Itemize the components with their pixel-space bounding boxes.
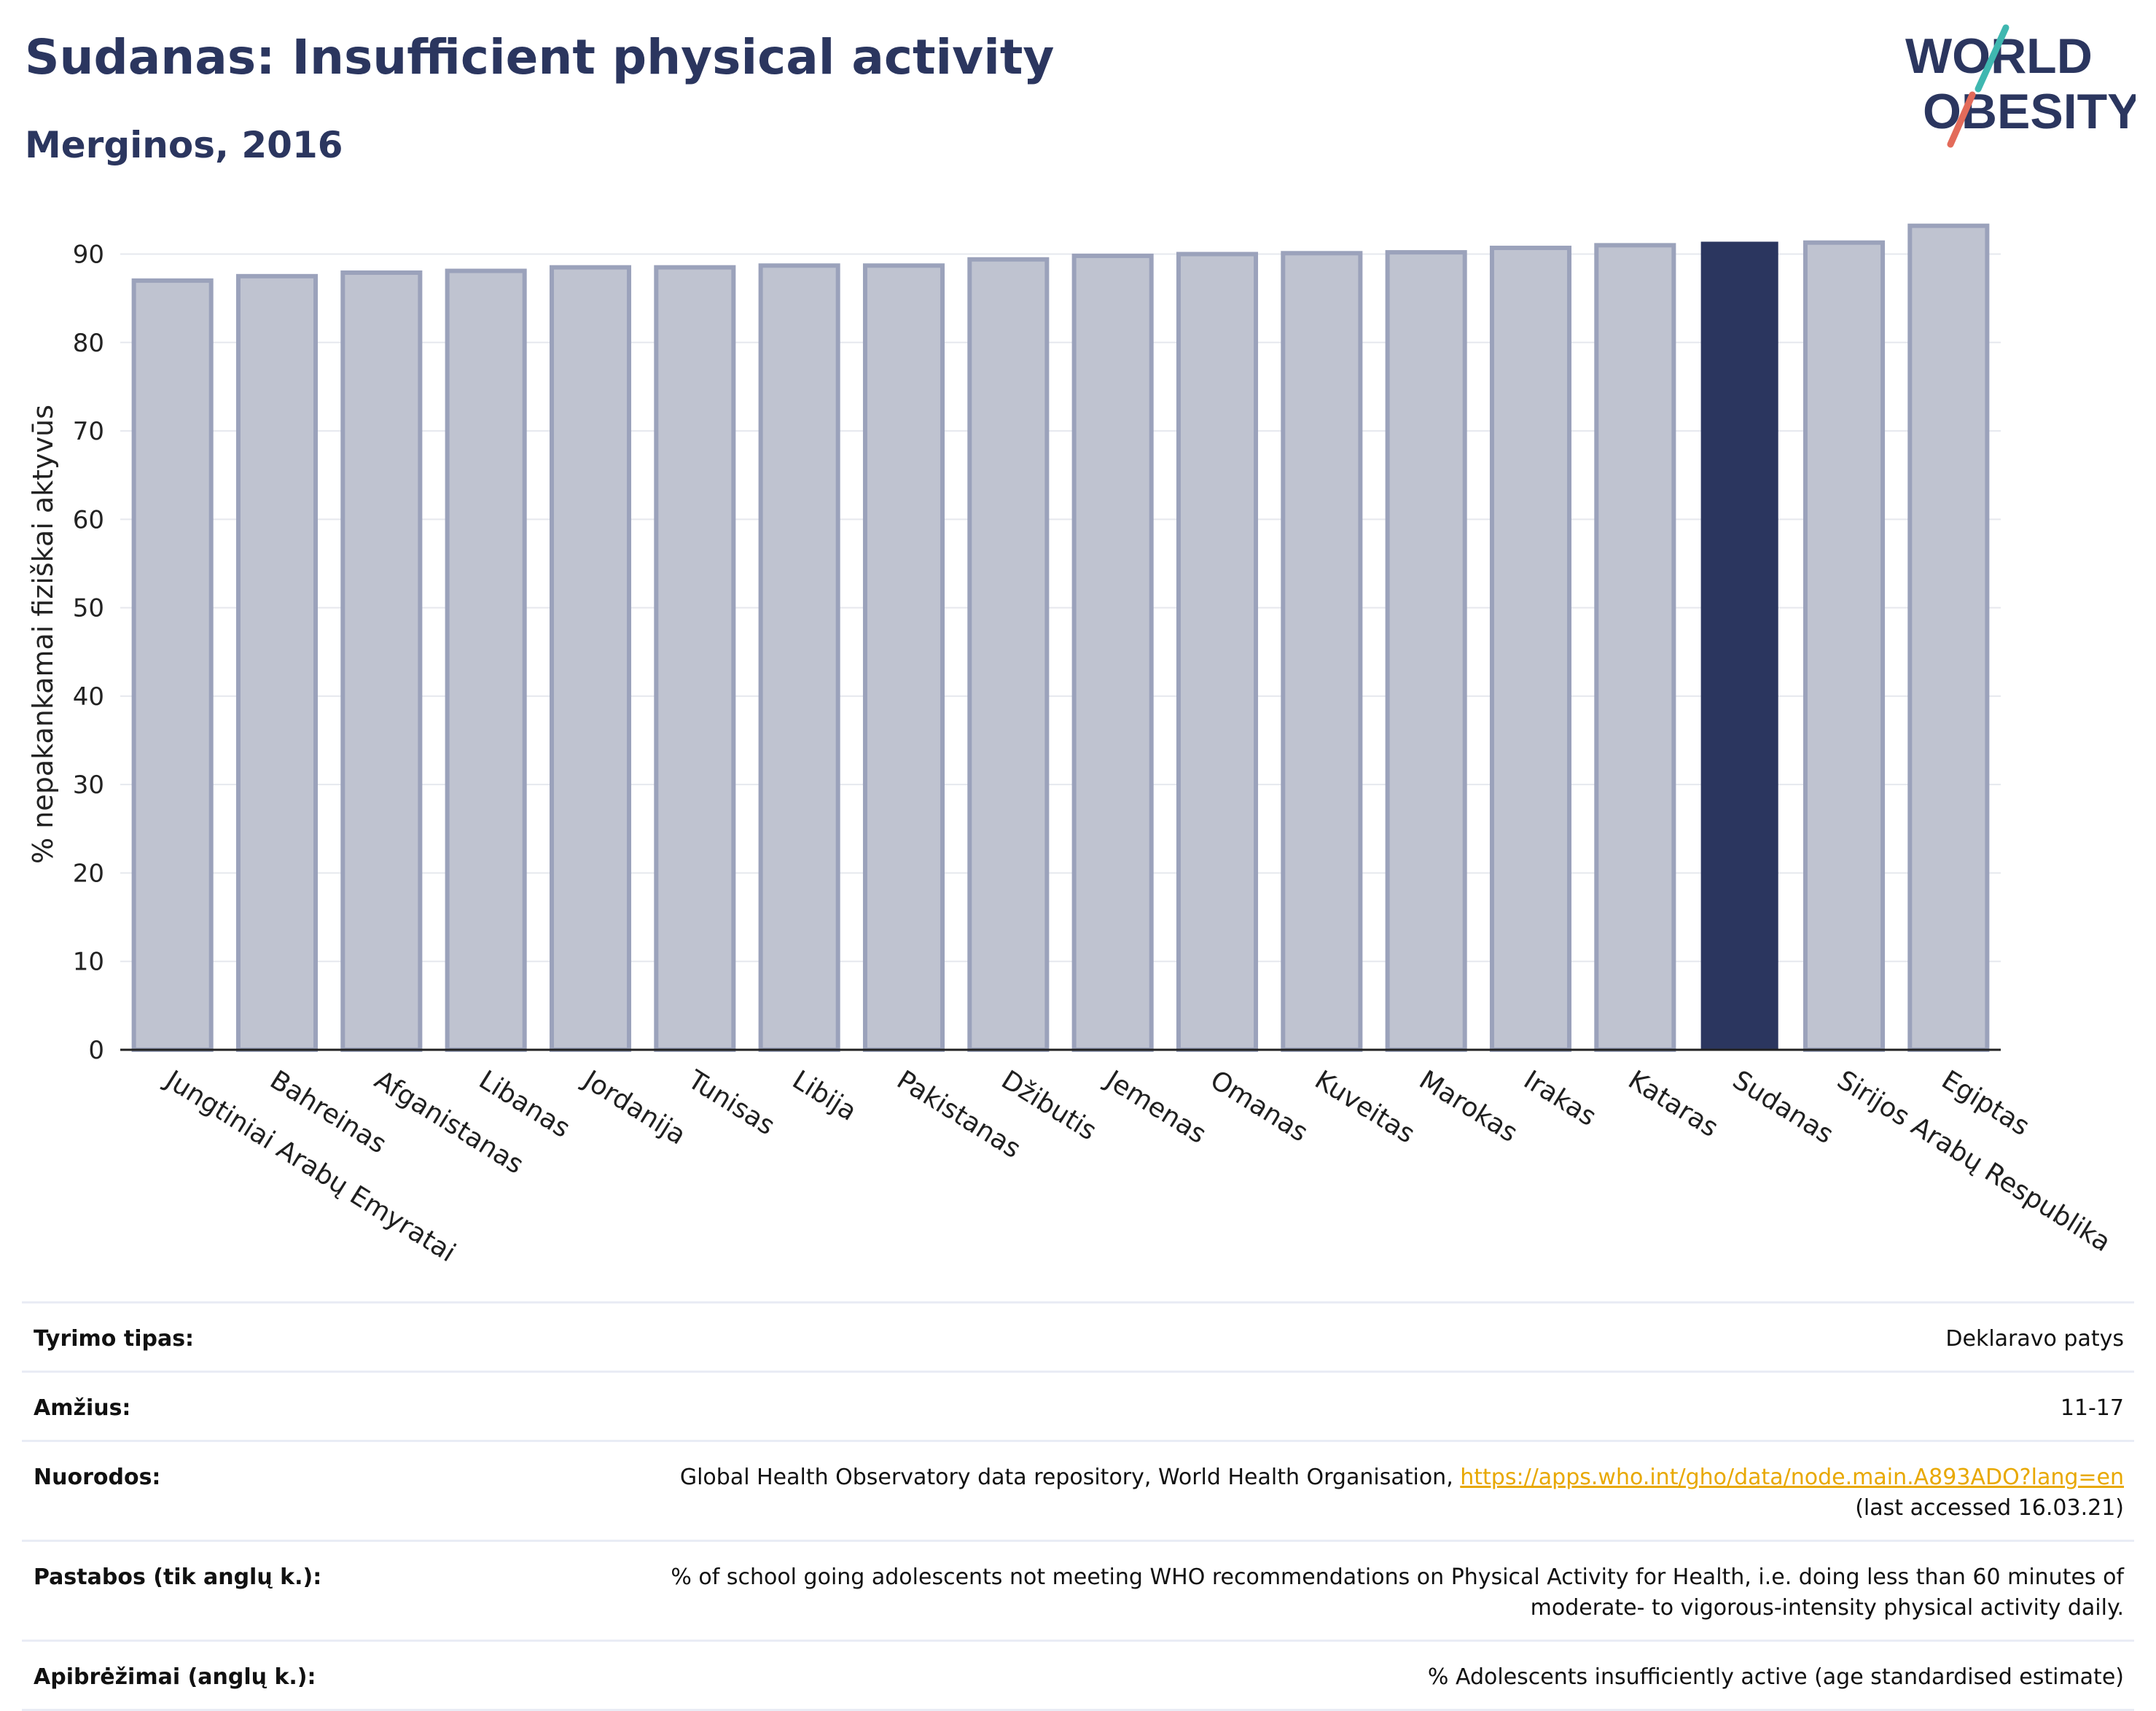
x-tick-label: Irakas	[1518, 1065, 1601, 1132]
info-row-notes: Pastabos (tik anglų k.): % of school goi…	[22, 1540, 2134, 1640]
info-label: Amžius:	[34, 1395, 131, 1421]
bar	[1907, 223, 1990, 1052]
chart-subtitle: Merginos, 2016	[25, 124, 343, 166]
world-obesity-logo: WORLD OBESITY	[1905, 24, 2136, 148]
y-tick-labels: 0 10 20 30 40 50 60 70 80 90	[73, 241, 104, 1065]
reference-link[interactable]: https://apps.who.int/gho/data/node.main.…	[1460, 1465, 2124, 1490]
x-tick-label: Libija	[787, 1065, 862, 1127]
x-tick-label: Omanas	[1205, 1065, 1313, 1148]
logo-slash-teal	[1975, 24, 2009, 93]
x-tick-labels: Jungtiniai Arabų EmyrataiBahreinasAfgani…	[159, 1064, 2115, 1268]
x-tick-label: Jordanija	[577, 1064, 691, 1151]
info-row-survey-type: Tyrimo tipas: Deklaravo patys	[22, 1301, 2134, 1371]
bar	[862, 263, 945, 1052]
bar	[1281, 251, 1363, 1053]
y-tick-label: 70	[73, 417, 104, 446]
bar	[967, 257, 1050, 1052]
bar	[654, 265, 736, 1052]
info-row-definitions: Apibrėžimai (anglų k.): % Adolescents in…	[22, 1640, 2134, 1711]
bars	[131, 223, 1990, 1053]
info-row-references: Nuorodos: Global Health Observatory data…	[22, 1440, 2134, 1540]
y-axis-label: % nepakankamai fiziškai aktyvūs	[27, 405, 59, 864]
bar-chart: 0 10 20 30 40 50 60 70 80 90 Jungtiniai Arabų Emy…	[27, 223, 2116, 1268]
reference-note: (last accessed 16.03.21)	[1855, 1495, 2124, 1521]
bar	[235, 273, 319, 1052]
reference-text: Global Health Observatory data repositor…	[679, 1465, 1461, 1490]
bar	[1594, 243, 1676, 1053]
x-tick-label: Sudanas	[1727, 1065, 1839, 1150]
y-tick-label: 20	[73, 859, 104, 888]
info-value: Deklaravo patys	[1945, 1326, 2124, 1352]
x-tick-label: Kuveitas	[1310, 1065, 1421, 1150]
info-label: Tyrimo tipas:	[34, 1326, 195, 1352]
bar	[131, 278, 214, 1052]
bar	[1700, 241, 1778, 1050]
info-table: Tyrimo tipas: Deklaravo patys Amžius: 11…	[22, 1301, 2134, 1711]
info-value: Global Health Observatory data repositor…	[680, 1462, 2124, 1524]
x-tick-label: Tunisas	[682, 1064, 780, 1141]
logo-slash-red	[1947, 91, 1976, 148]
info-value: % Adolescents insufficiently active (age…	[1427, 1664, 2124, 1690]
y-tick-label: 50	[73, 594, 104, 623]
bar	[1176, 252, 1259, 1053]
info-value: 11-17	[2060, 1395, 2124, 1421]
info-value: % of school going adolescents not meetin…	[671, 1564, 2124, 1621]
chart-title: Sudanas: Insufficient physical activity	[25, 29, 1055, 85]
info-label: Pastabos (tik anglų k.):	[34, 1564, 322, 1590]
bar	[1802, 240, 1886, 1053]
info-label: Apibrėžimai (anglų k.):	[34, 1664, 316, 1690]
y-tick-label: 30	[73, 771, 104, 800]
bar	[1071, 253, 1154, 1053]
y-tick-label: 40	[73, 682, 104, 712]
bar	[1489, 246, 1572, 1053]
y-tick-label: 90	[73, 241, 104, 270]
y-tick-label: 60	[73, 505, 104, 534]
bar	[445, 268, 527, 1052]
bar	[1385, 250, 1467, 1053]
bar	[549, 265, 632, 1052]
bar	[340, 270, 423, 1052]
info-label: Nuorodos:	[34, 1465, 161, 1490]
y-tick-label: 10	[73, 948, 104, 977]
y-tick-label: 0	[88, 1036, 104, 1065]
x-tick-label: Jemenas	[1099, 1064, 1211, 1150]
x-tick-label: Kataras	[1623, 1065, 1724, 1143]
info-row-age: Amžius: 11-17	[22, 1371, 2134, 1440]
x-tick-label: Marokas	[1414, 1065, 1523, 1148]
grid-lines	[120, 253, 2001, 962]
y-tick-label: 80	[73, 329, 104, 358]
bar	[758, 263, 840, 1052]
